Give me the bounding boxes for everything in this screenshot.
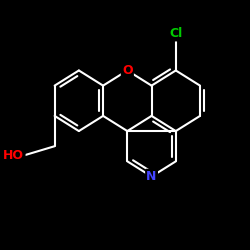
Text: N: N xyxy=(146,170,157,183)
Text: HO: HO xyxy=(3,149,24,162)
Text: Cl: Cl xyxy=(169,27,182,40)
Text: O: O xyxy=(122,64,133,77)
